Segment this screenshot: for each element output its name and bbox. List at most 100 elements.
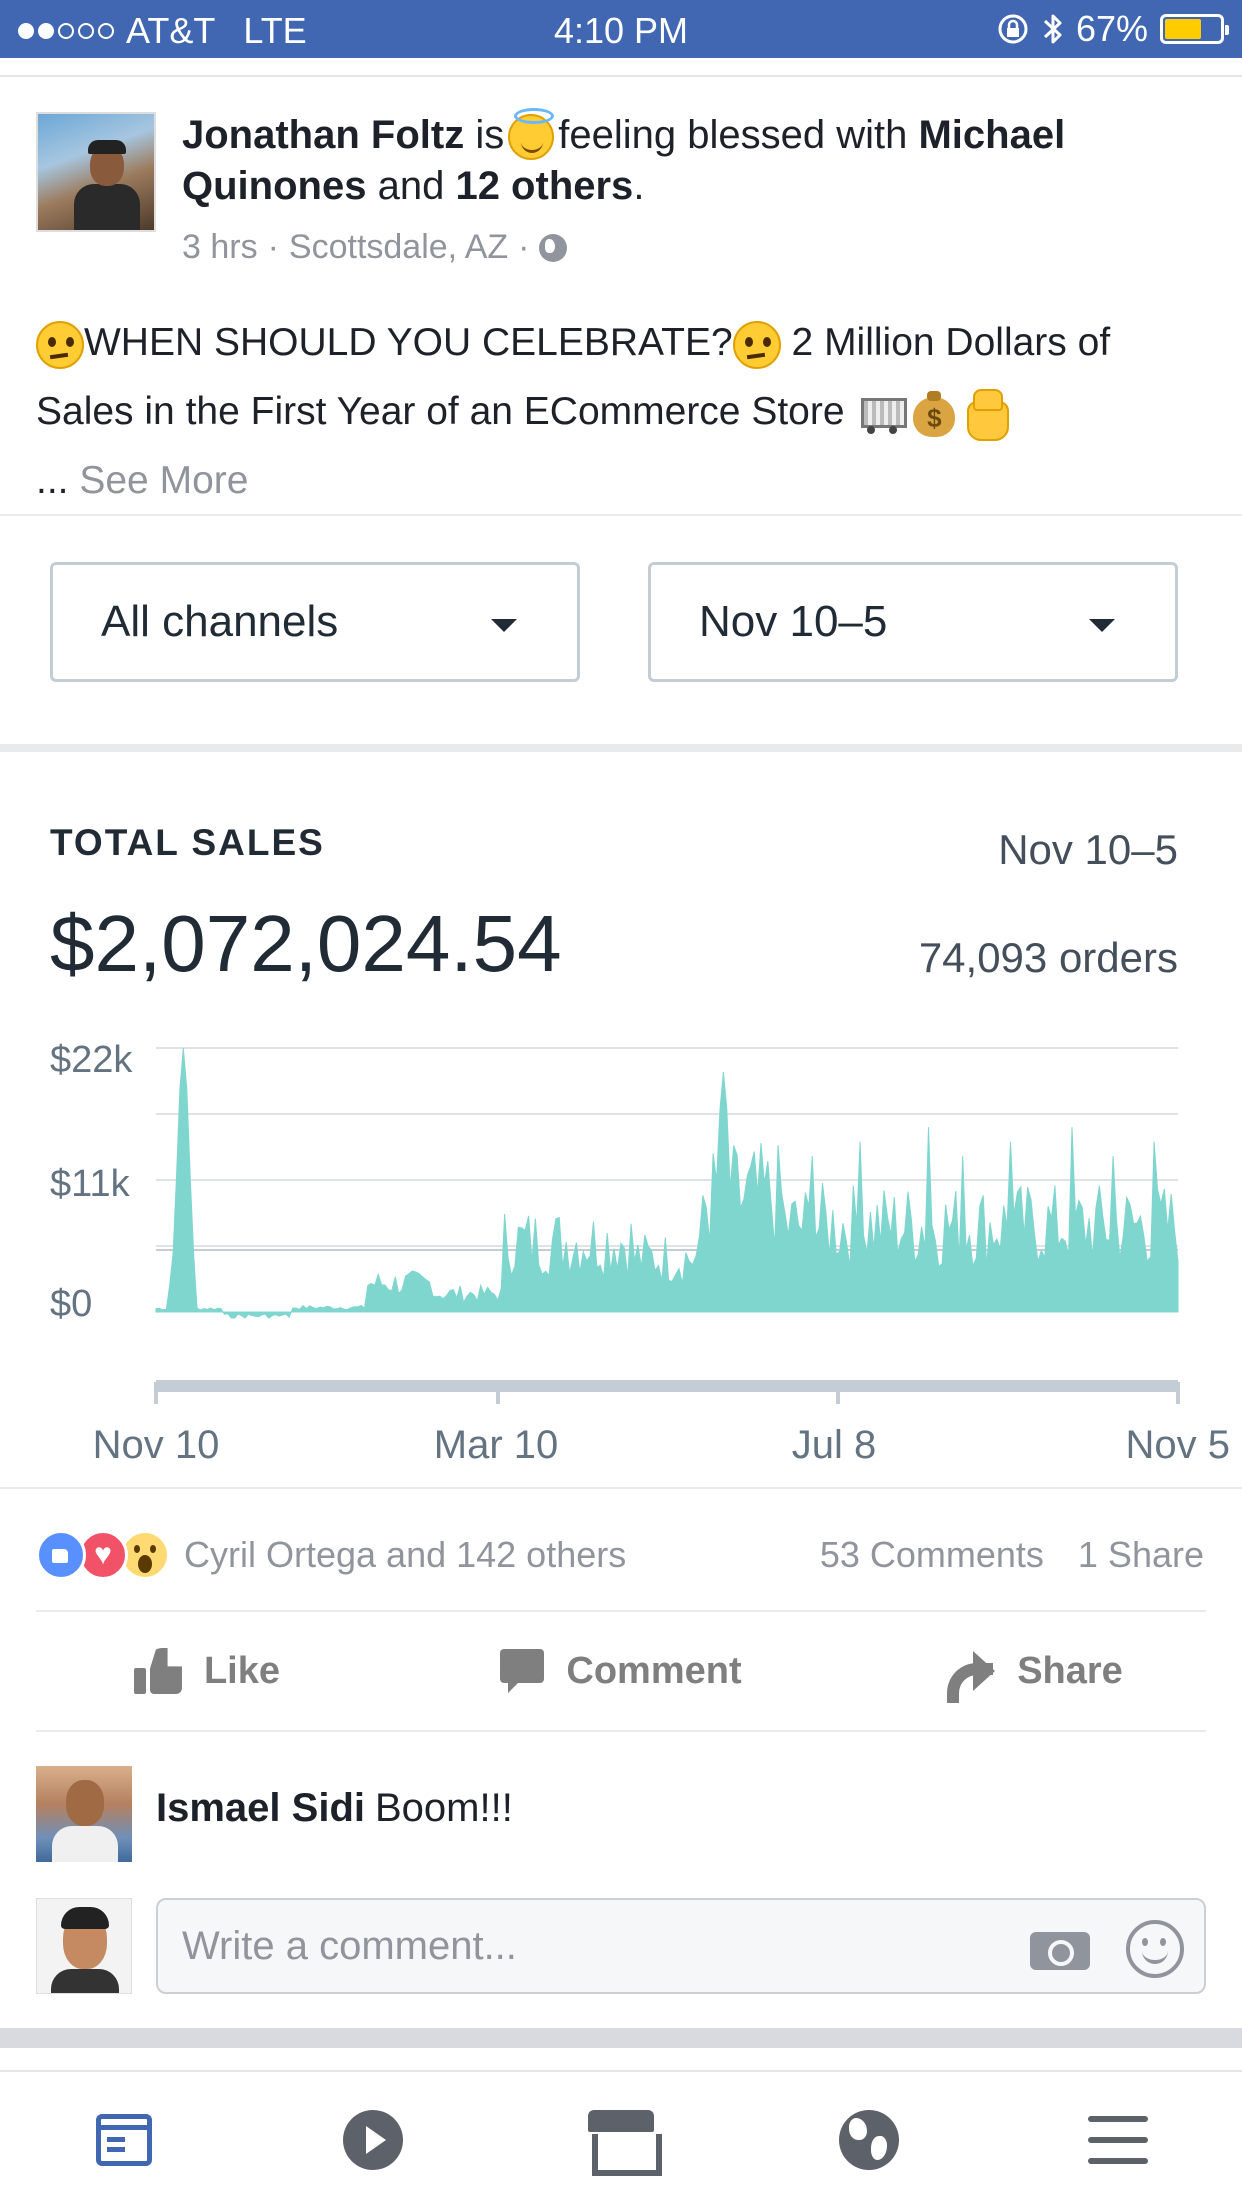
current-user-avatar <box>36 1898 132 1994</box>
x-tick-label: Nov 10 <box>93 1423 220 1467</box>
battery-percentage: 67% <box>1075 8 1148 49</box>
signal-dot-icon <box>78 23 94 39</box>
tab-notifications[interactable] <box>745 2072 993 2208</box>
public-globe-icon <box>539 233 568 262</box>
comment-text: Boom!!! <box>374 1786 513 1830</box>
date-range-dropdown-value: Nov 10–5 <box>699 597 888 646</box>
signal-dot-icon <box>98 23 114 39</box>
bluetooth-icon <box>1043 14 1062 44</box>
post-header: Jonathan Foltz is feeling blessed with Mi… <box>182 108 1066 208</box>
commenter-avatar[interactable] <box>36 1766 132 1862</box>
signal-dot-icon <box>18 23 34 39</box>
post-time[interactable]: 3 hrs <box>182 228 258 266</box>
total-sales-range: Nov 10–5 <box>998 826 1178 873</box>
tab-news-feed[interactable] <box>0 2072 248 2208</box>
like-label: Like <box>203 1649 281 1692</box>
divider <box>0 2028 1242 2048</box>
comment-input[interactable]: Write a comment... <box>156 1898 1206 1994</box>
tab-bar <box>0 2070 1242 2208</box>
channel-dropdown[interactable]: All channels <box>50 562 580 682</box>
shares-count-link[interactable]: 1 Share <box>1077 1534 1204 1575</box>
clock: 4:10 PM <box>553 10 689 51</box>
share-arrow-icon <box>947 1651 996 1703</box>
ellipsis: ... <box>36 459 69 502</box>
divider <box>0 75 1242 77</box>
x-tick-label: Nov 5 <box>1126 1423 1231 1467</box>
raised-fist-emoji-icon <box>963 388 1010 441</box>
tab-marketplace[interactable] <box>497 2072 745 2208</box>
divider <box>0 1487 1242 1489</box>
tagged-others-link[interactable]: 12 others <box>455 164 634 208</box>
network-type: LTE <box>243 10 307 51</box>
tab-video[interactable] <box>248 2072 496 2208</box>
post-meta: 3 hrs · Scottsdale, AZ · <box>182 228 568 267</box>
divider <box>36 1610 1206 1612</box>
y-tick-label: $22k <box>50 1039 133 1081</box>
x-tick-mark <box>496 1382 500 1404</box>
comment-bubble-icon <box>500 1649 545 1693</box>
sticker-smiley-icon[interactable] <box>1126 1920 1184 1978</box>
reaction-names: Cyril Ortega and 142 others <box>184 1534 627 1575</box>
thinking-face-emoji-icon <box>732 320 781 369</box>
y-tick-label: $11k <box>50 1163 131 1205</box>
share-label: Share <box>1017 1649 1123 1692</box>
sales-chart: $22k $11k $0 Nov 10 Mar 10 Jul 8 Nov 5 <box>50 1039 1231 1467</box>
post-text-headline: WHEN SHOULD YOU CELEBRATE? <box>84 321 733 364</box>
post-text-body: 2 Million Dollars of Sales in the First … <box>36 321 1111 433</box>
feeling-text: feeling blessed with <box>558 113 908 157</box>
caret-down-icon <box>491 619 517 632</box>
signal-dot-icon <box>58 23 74 39</box>
thinking-face-emoji-icon <box>36 320 84 369</box>
y-tick-label: $0 <box>50 1283 92 1325</box>
camera-icon[interactable] <box>1030 1924 1090 1970</box>
divider <box>0 744 1242 752</box>
engagement-counts: 53 Comments 1 Share <box>820 1530 1204 1580</box>
total-sales-label: TOTAL SALES <box>50 822 325 863</box>
like-reaction-icon <box>36 1530 86 1580</box>
divider <box>36 1730 1206 1732</box>
channel-dropdown-value: All channels <box>101 597 339 646</box>
sales-area-series <box>155 1047 1179 1319</box>
reactions-summary[interactable]: Cyril Ortega and 142 others <box>36 1530 626 1580</box>
caret-down-icon <box>1089 619 1115 632</box>
rotation-lock-icon <box>998 14 1028 44</box>
battery-icon <box>1160 14 1229 44</box>
thumbs-up-icon <box>133 1648 182 1694</box>
status-right: 67% <box>996 8 1229 50</box>
signal-carrier: AT&T LTE <box>18 10 307 52</box>
tagged-friend-name[interactable]: Michael Quinones <box>182 113 1066 208</box>
post-location[interactable]: Scottsdale, AZ <box>288 228 509 266</box>
share-button[interactable]: Share <box>828 1612 1242 1730</box>
love-reaction-icon <box>78 1530 128 1580</box>
total-sales-amount: $2,072,024.54 <box>50 899 562 988</box>
comments-count-link[interactable]: 53 Comments <box>819 1534 1044 1575</box>
tab-menu[interactable] <box>994 2072 1242 2208</box>
x-tick-mark <box>1176 1382 1180 1404</box>
notifications-globe-icon <box>839 2110 900 2170</box>
author-name[interactable]: Jonathan Foltz <box>182 113 465 157</box>
author-avatar[interactable] <box>36 112 156 232</box>
status-bar: AT&T LTE 4:10 PM 67% <box>0 0 1242 58</box>
comment-input-placeholder: Write a comment... <box>182 1923 517 1968</box>
money-bag-emoji-icon <box>913 390 956 437</box>
menu-icon <box>1087 2116 1148 2164</box>
x-tick-mark <box>836 1382 840 1404</box>
post-text: WHEN SHOULD YOU CELEBRATE? 2 Million Dol… <box>36 308 1216 515</box>
comment-label: Comment <box>566 1649 742 1692</box>
like-button[interactable]: Like <box>0 1612 414 1730</box>
battery-fill <box>1165 19 1202 39</box>
marketplace-icon <box>588 2110 663 2176</box>
is-text: is <box>475 113 505 157</box>
date-range-dropdown[interactable]: Nov 10–5 <box>648 562 1178 682</box>
comment-button[interactable]: Comment <box>414 1612 828 1730</box>
divider <box>0 514 1242 516</box>
shopping-cart-emoji-icon <box>855 392 908 436</box>
signal-dot-icon <box>38 23 54 39</box>
commenter-name[interactable]: Ismael Sidi <box>156 1786 365 1830</box>
post-actions: Like Comment Share <box>0 1612 1242 1730</box>
video-icon <box>342 2110 403 2170</box>
carrier-name: AT&T <box>126 10 216 51</box>
see-more-link[interactable]: See More <box>79 459 249 502</box>
and-text: and <box>377 164 445 208</box>
x-tick-label: Jul 8 <box>792 1423 877 1467</box>
